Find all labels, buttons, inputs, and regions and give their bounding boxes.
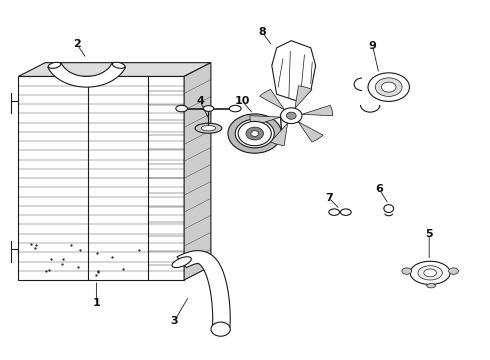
Text: 2: 2 — [73, 39, 81, 49]
Ellipse shape — [172, 257, 191, 267]
Ellipse shape — [203, 106, 214, 111]
Circle shape — [211, 322, 230, 336]
Ellipse shape — [176, 105, 188, 112]
Polygon shape — [295, 86, 312, 108]
Text: 9: 9 — [368, 41, 377, 51]
Polygon shape — [270, 123, 288, 145]
Ellipse shape — [384, 204, 393, 212]
Text: 4: 4 — [196, 96, 204, 107]
Ellipse shape — [424, 269, 437, 277]
Ellipse shape — [341, 209, 351, 215]
Ellipse shape — [375, 78, 402, 96]
Text: 1: 1 — [93, 298, 100, 308]
Ellipse shape — [195, 123, 222, 133]
Ellipse shape — [402, 268, 412, 274]
Polygon shape — [184, 63, 211, 280]
Text: 3: 3 — [171, 316, 178, 326]
Ellipse shape — [229, 105, 241, 112]
Polygon shape — [19, 76, 184, 280]
Text: 5: 5 — [425, 229, 433, 239]
Polygon shape — [177, 251, 230, 330]
Text: 10: 10 — [235, 96, 250, 107]
Ellipse shape — [410, 261, 450, 284]
Text: 8: 8 — [258, 27, 266, 37]
Polygon shape — [260, 89, 284, 110]
Ellipse shape — [368, 73, 410, 102]
Polygon shape — [302, 105, 333, 116]
Circle shape — [287, 112, 296, 119]
Circle shape — [251, 131, 259, 136]
Ellipse shape — [329, 209, 340, 215]
Polygon shape — [272, 41, 316, 102]
Ellipse shape — [449, 268, 459, 274]
Polygon shape — [250, 116, 281, 126]
Ellipse shape — [427, 284, 436, 288]
Ellipse shape — [418, 266, 442, 280]
Polygon shape — [298, 122, 323, 142]
Circle shape — [246, 127, 264, 140]
Ellipse shape — [112, 62, 125, 68]
Polygon shape — [48, 63, 125, 87]
Circle shape — [238, 121, 271, 146]
Polygon shape — [19, 63, 211, 76]
Text: 7: 7 — [325, 193, 333, 203]
Text: 6: 6 — [375, 184, 383, 194]
Ellipse shape — [49, 62, 61, 68]
Ellipse shape — [201, 126, 216, 131]
Circle shape — [281, 108, 302, 123]
Ellipse shape — [381, 82, 396, 92]
